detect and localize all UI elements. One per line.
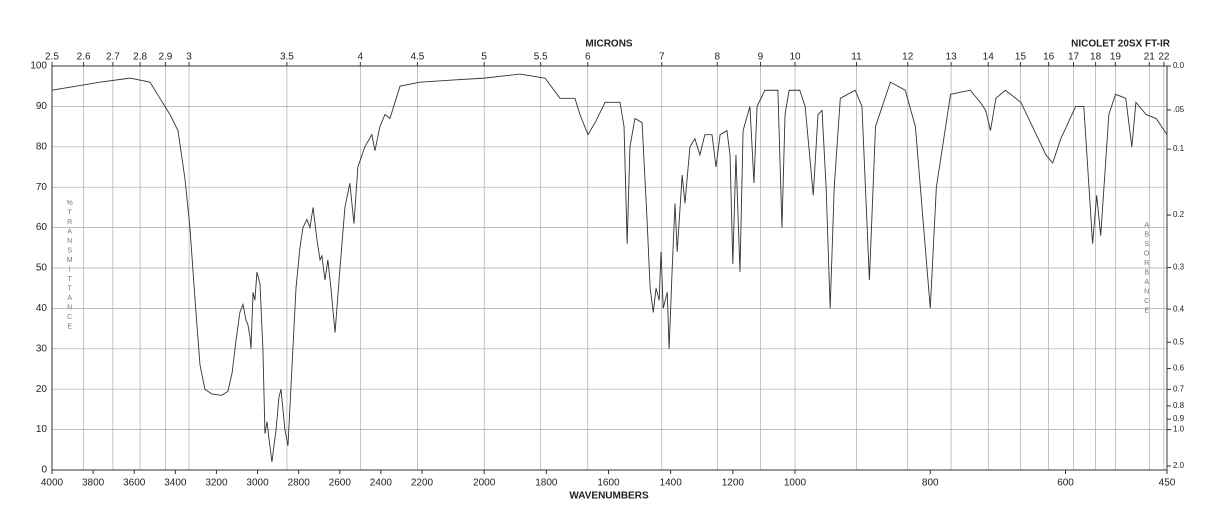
y2-tick-label: 0.3 [1173, 263, 1185, 272]
y2-tick-label: .05 [1173, 105, 1185, 114]
y-tick-label: 70 [36, 182, 48, 193]
x2-tick-label: 18 [1090, 52, 1102, 63]
x2-tick-label: 4 [358, 52, 364, 63]
y2-tick-label: 2.0 [1173, 461, 1185, 470]
x-tick-label: 3600 [123, 478, 146, 489]
y-tick-label: 80 [36, 141, 48, 152]
x-tick-label: 2600 [329, 478, 352, 489]
x-tick-label: 3400 [164, 478, 187, 489]
x-tick-label: 1200 [722, 478, 745, 489]
x-tick-label: 1600 [597, 478, 620, 489]
y2-tick-label: 1.0 [1173, 425, 1185, 434]
x2-tick-label: 9 [758, 52, 764, 63]
x2-tick-label: 12 [902, 52, 914, 63]
x2-axis-title: MICRONS [585, 39, 633, 50]
y2-tick-label: 0.9 [1173, 414, 1185, 423]
spectrum-line [51, 73, 1168, 462]
x-tick-label: 800 [922, 478, 939, 489]
x2-tick-label: 7 [659, 52, 665, 63]
x-axis-title: WAVENUMBERS [569, 491, 649, 502]
x2-tick-label: 4.5 [410, 52, 424, 63]
y2-tick-label: 0.4 [1173, 304, 1185, 313]
y2-tick-label: 0.0 [1173, 61, 1185, 70]
y-axis-title: %TRANSMITTANCE [66, 200, 73, 333]
y-tick-label: 100 [30, 61, 47, 72]
y2-tick-label: 0.2 [1173, 210, 1185, 219]
x-tick-label: 2400 [370, 478, 393, 489]
y-tick-label: 0 [41, 465, 47, 476]
y2-tick-label: 0.5 [1173, 337, 1185, 346]
x2-tick-label: 2.8 [133, 52, 147, 63]
y-tick-label: 50 [36, 263, 48, 274]
x-tick-label: 2800 [288, 478, 311, 489]
x2-tick-label: 10 [789, 52, 801, 63]
y-tick-label: 10 [36, 424, 48, 435]
x2-tick-label: 2.9 [158, 52, 172, 63]
y2-tick-label: 0.6 [1173, 364, 1185, 373]
x2-tick-label: 8 [715, 52, 721, 63]
x2-tick-label: 17 [1068, 52, 1080, 63]
y-tick-label: 90 [36, 101, 48, 112]
x2-tick-label: 2.6 [77, 52, 91, 63]
x-tick-label: 2200 [411, 478, 434, 489]
x-tick-label: 450 [1159, 478, 1176, 489]
y-tick-label: 30 [36, 343, 48, 354]
x2-tick-label: 21 [1144, 52, 1156, 63]
x-tick-label: 3800 [82, 478, 105, 489]
x-tick-label: 1000 [784, 478, 807, 489]
x-tick-label: 600 [1057, 478, 1074, 489]
x2-tick-label: 15 [1015, 52, 1027, 63]
x2-tick-label: 5 [481, 52, 487, 63]
x2-tick-label: 13 [946, 52, 958, 63]
x2-tick-label: 22 [1158, 52, 1170, 63]
x2-tick-label: 5.5 [534, 52, 548, 63]
x2-tick-label: 16 [1043, 52, 1055, 63]
x-tick-label: 3000 [246, 478, 269, 489]
x-tick-label: 3200 [205, 478, 228, 489]
x-tick-label: 1400 [660, 478, 683, 489]
y-tick-label: 60 [36, 222, 48, 233]
x2-tick-label: 2.5 [45, 52, 59, 63]
plot-frame [51, 65, 1168, 471]
x-tick-label: 2000 [473, 478, 496, 489]
x2-tick-label: 2.7 [106, 52, 120, 63]
chart-title: NICOLET 20SX FT-IR [1071, 39, 1171, 50]
y2-tick-label: 0.1 [1173, 144, 1185, 153]
x-tick-label: 4000 [41, 478, 64, 489]
x2-tick-label: 3 [186, 52, 192, 63]
y-tick-label: 40 [36, 303, 48, 314]
x2-tick-label: 3.5 [280, 52, 294, 63]
x2-tick-label: 14 [983, 52, 995, 63]
y2-tick-label: 0.8 [1173, 401, 1185, 410]
y-tick-label: 20 [36, 384, 48, 395]
y2-axis-title: ABSORBANCE [1143, 222, 1150, 317]
x-tick-label: 1800 [535, 478, 558, 489]
x2-tick-label: 11 [851, 52, 862, 63]
y2-tick-label: 0.7 [1173, 385, 1185, 394]
x2-tick-label: 19 [1110, 52, 1122, 63]
x2-tick-label: 6 [585, 52, 591, 63]
